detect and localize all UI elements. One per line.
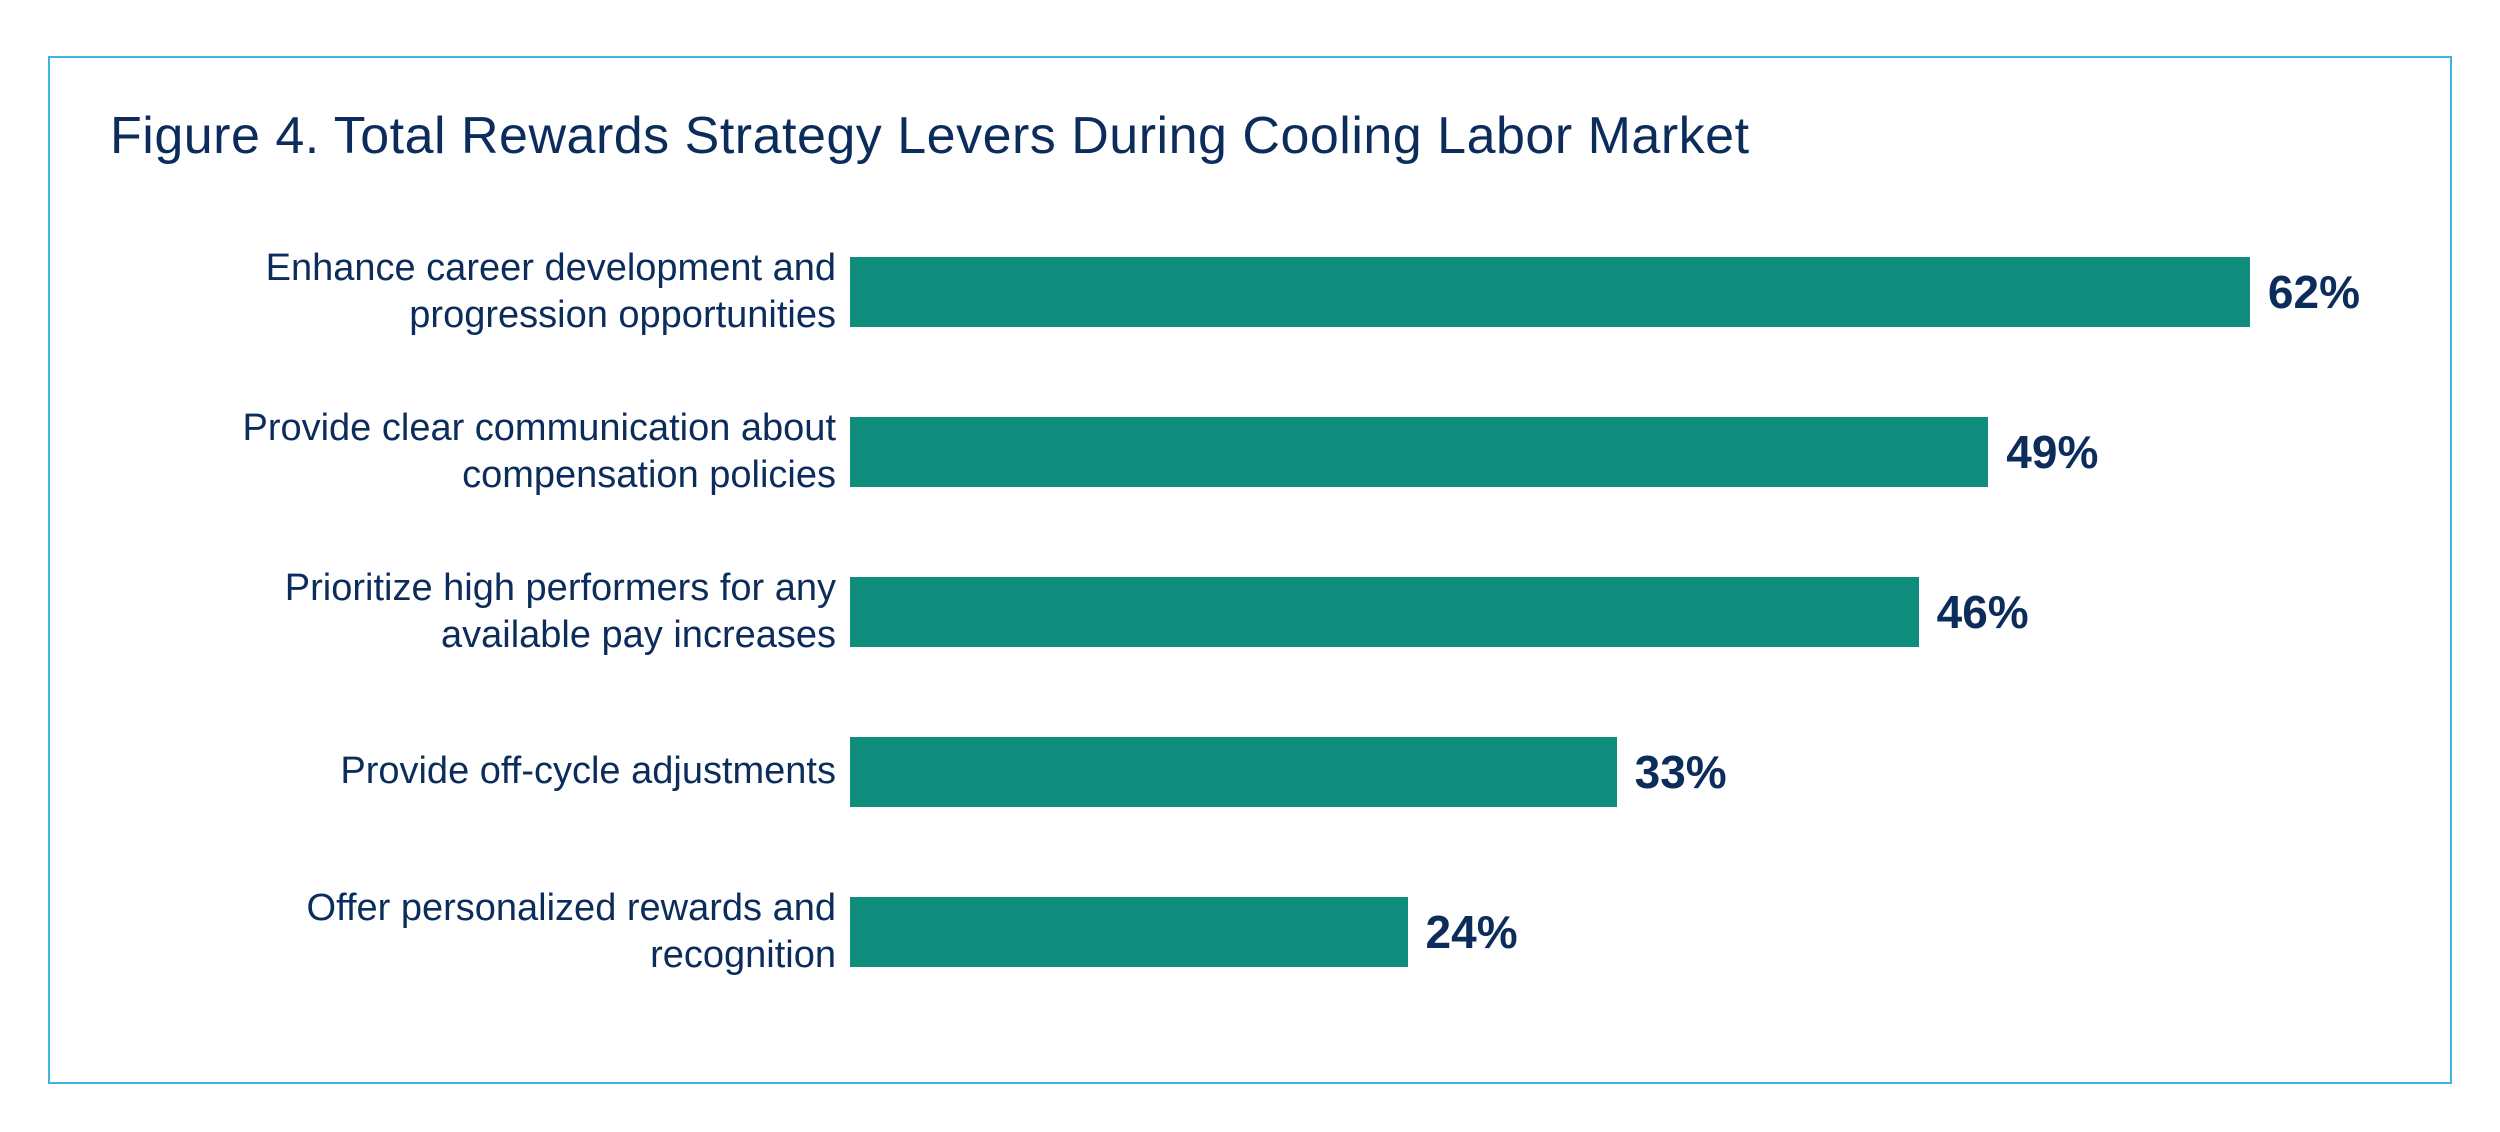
- bar-label: Prioritize high performers for any avail…: [110, 565, 850, 660]
- bar-label: Offer personalized rewards and recogniti…: [110, 885, 850, 980]
- bar-area: 49%: [850, 406, 2360, 498]
- bar-value: 33%: [1635, 745, 1727, 799]
- bar-label: Provide off-cycle adjustments: [110, 748, 850, 796]
- bar: [850, 257, 2250, 327]
- bar-chart: Enhance career development and progressi…: [110, 246, 2360, 978]
- bar-value: 46%: [1937, 585, 2029, 639]
- chart-title: Figure 4. Total Rewards Strategy Levers …: [110, 106, 2360, 166]
- chart-frame: Figure 4. Total Rewards Strategy Levers …: [0, 0, 2500, 1132]
- bar-area: 46%: [850, 566, 2360, 658]
- bar-row: Offer personalized rewards and recogniti…: [110, 886, 2360, 978]
- bar-area: 62%: [850, 246, 2360, 338]
- bar-row: Provide off-cycle adjustments 33%: [110, 726, 2360, 818]
- bar-row: Enhance career development and progressi…: [110, 246, 2360, 338]
- bar-value: 62%: [2268, 265, 2360, 319]
- bar-area: 24%: [850, 886, 2360, 978]
- bar-label: Enhance career development and progressi…: [110, 245, 850, 340]
- bar: [850, 577, 1919, 647]
- bar: [850, 897, 1408, 967]
- chart-border: Figure 4. Total Rewards Strategy Levers …: [48, 56, 2452, 1084]
- bar: [850, 417, 1988, 487]
- bar-label: Provide clear communication about compen…: [110, 405, 850, 500]
- bar-value: 24%: [1426, 905, 1518, 959]
- bar-value: 49%: [2006, 425, 2098, 479]
- bar-row: Provide clear communication about compen…: [110, 406, 2360, 498]
- bar: [850, 737, 1617, 807]
- bar-row: Prioritize high performers for any avail…: [110, 566, 2360, 658]
- bar-area: 33%: [850, 726, 2360, 818]
